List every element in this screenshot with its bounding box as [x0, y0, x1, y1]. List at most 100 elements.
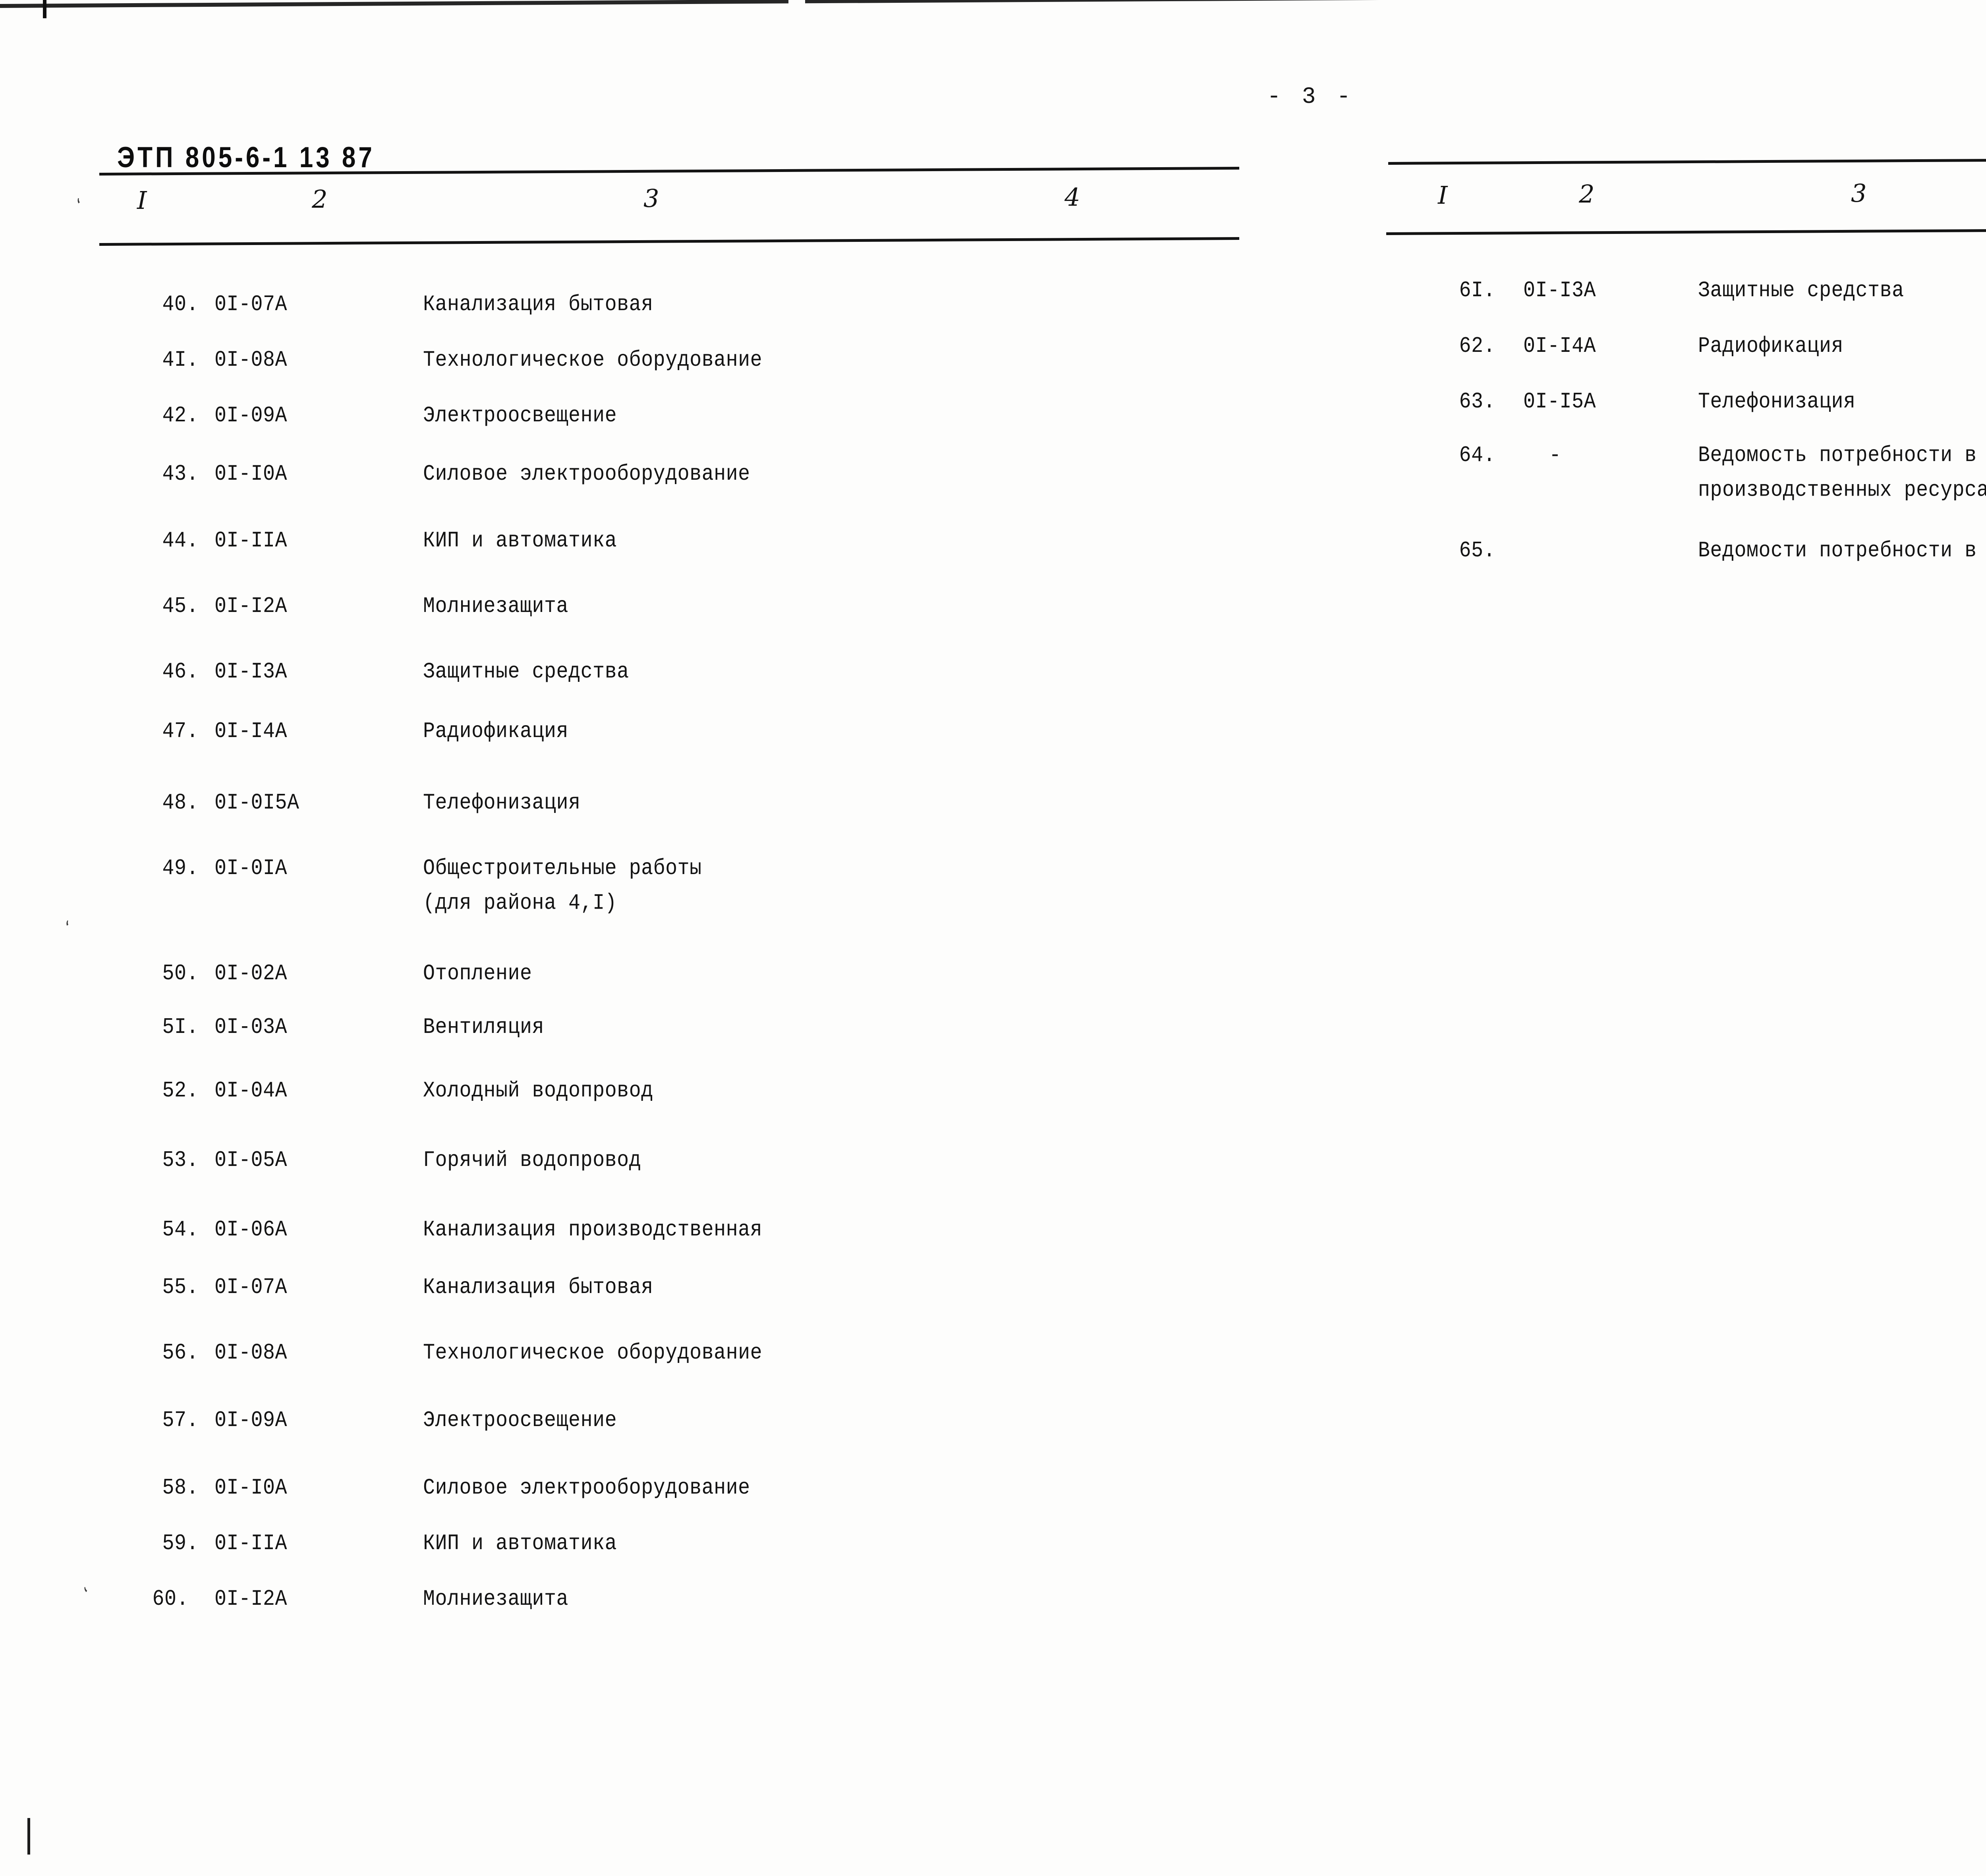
row-code: 0I-0I5A: [214, 790, 299, 816]
row-number: 57.: [162, 1408, 199, 1433]
row-code: 0I-I2A: [214, 594, 288, 619]
row-code: 0I-I3A: [214, 659, 288, 685]
row-number: 62.: [1459, 334, 1495, 359]
row-name: Молниезащита: [423, 594, 569, 619]
row-number: 55.: [162, 1275, 199, 1300]
row-code: 0I-08A: [214, 1340, 288, 1366]
left-col-header-3: 3: [643, 184, 659, 213]
row-code: 0I-03A: [214, 1015, 288, 1040]
row-name: Канализация производственная: [423, 1217, 763, 1243]
row-name: Ведомости потребности в материалах: [1698, 538, 1986, 564]
row-name: Канализация бытовая: [423, 1275, 653, 1300]
row-code: 0I-07A: [214, 292, 288, 317]
row-number: 60.: [152, 1586, 189, 1612]
row-number: 64.: [1459, 443, 1495, 468]
row-number: 5I.: [162, 1015, 199, 1040]
row-name: Защитные средства: [1698, 278, 1904, 303]
row-number: 40.: [162, 292, 199, 317]
left-col-header-1: I: [137, 186, 147, 215]
left-table-column-headers: I 2 3 4: [0, 0, 1271, 215]
row-code: 0I-I0A: [214, 1475, 288, 1501]
scan-tick-bottom: [27, 1818, 30, 1855]
row-code: 0I-04A: [214, 1078, 288, 1104]
row-code: 0I-09A: [214, 1408, 288, 1433]
row-name: Защитные средства: [423, 659, 629, 685]
row-name-line1: Ведомость потребности в: [1698, 443, 1977, 468]
document-code-header: ЭТП 805-6-1 13 87: [117, 141, 375, 174]
row-code: 0I-I0A: [214, 461, 288, 487]
row-code: 0I-05A: [214, 1148, 288, 1173]
row-number: 42.: [162, 403, 199, 428]
row-name: Отопление: [423, 961, 532, 986]
row-name: Общестроительные работы (для района 4,I): [423, 856, 702, 916]
row-code: 0I-09A: [214, 403, 288, 428]
row-number: 56.: [162, 1340, 199, 1366]
row-code: 0I-I4A: [214, 719, 288, 744]
row-name: Телефонизация: [423, 790, 581, 816]
row-number: 49.: [162, 856, 199, 881]
row-name: Электроосвещение: [423, 403, 617, 428]
row-name-line2: (для района 4,I): [423, 890, 617, 916]
row-name: Канализация бытовая: [423, 292, 653, 317]
row-code: -: [1549, 443, 1561, 468]
row-number: 58.: [162, 1475, 199, 1501]
right-col-header-3: 3: [1851, 179, 1867, 208]
right-table-header-rule: [1386, 227, 1986, 235]
row-number: 65.: [1459, 538, 1495, 564]
right-table-column-headers: I 2 3 4: [0, 0, 1866, 210]
row-name-line1: Общестроительные работы: [423, 856, 702, 881]
row-name: Вентиляция: [423, 1015, 545, 1040]
right-table-top-rule: [1388, 156, 1986, 165]
row-code: 0I-I2A: [214, 1586, 288, 1612]
scan-tick-top: [43, 0, 46, 18]
row-name: Радиофикация: [1698, 334, 1844, 359]
row-code: 0I-02A: [214, 961, 288, 986]
left-col-header-4: 4: [1064, 183, 1080, 212]
row-name: Ведомость потребности в производственных…: [1698, 443, 1986, 503]
row-number: 4I.: [162, 347, 199, 373]
left-table: I 2 3 4 40. 0I-07A Канализация бытовая 4…: [0, 0, 1271, 1612]
row-name: Технологическое оборудование: [423, 347, 763, 373]
row-code: 0I-0IA: [214, 856, 288, 881]
row-code: 0I-I3A: [1523, 278, 1596, 303]
row-number: 47.: [162, 719, 199, 744]
row-code: 0I-IIA: [214, 528, 288, 554]
row-number: 52.: [162, 1078, 199, 1104]
scan-edge-gap: [788, 0, 805, 10]
row-name: Молниезащита: [423, 1586, 569, 1612]
row-name: Радиофикация: [423, 719, 569, 744]
row-name: Холодный водопровод: [423, 1078, 653, 1104]
row-number: 53.: [162, 1148, 199, 1173]
row-name: Технологическое оборудование: [423, 1340, 763, 1366]
row-name-line2: производственных ресурсах: [1698, 477, 1986, 503]
row-code: 0I-08A: [214, 347, 288, 373]
row-number: 50.: [162, 961, 199, 986]
row-name: Телефонизация: [1698, 389, 1856, 415]
row-number: 63.: [1459, 389, 1495, 415]
right-table: I 2 3 4 6I. 0I-I3A Защитные средства 62.…: [0, 0, 1986, 874]
row-number: 59.: [162, 1531, 199, 1556]
right-col-header-1: I: [1438, 181, 1448, 210]
row-number: 46.: [162, 659, 199, 685]
row-number: 45.: [162, 594, 199, 619]
row-name: КИП и автоматика: [423, 528, 617, 554]
row-number: 54.: [162, 1217, 199, 1243]
right-col-header-2: 2: [1579, 179, 1595, 208]
row-code: 0I-I5A: [1523, 389, 1596, 415]
row-name: КИП и автоматика: [423, 1531, 617, 1556]
row-number: 6I.: [1459, 278, 1495, 303]
row-name: Силовое электрооборудование: [423, 461, 750, 487]
row-name: Электроосвещение: [423, 1408, 617, 1433]
left-col-header-2: 2: [312, 185, 328, 214]
row-number: 44.: [162, 528, 199, 554]
row-code: 0I-I4A: [1523, 334, 1596, 359]
row-name: Силовое электрооборудование: [423, 1475, 750, 1501]
row-code: 0I-IIA: [214, 1531, 288, 1556]
row-number: 43.: [162, 461, 199, 487]
row-code: 0I-06A: [214, 1217, 288, 1243]
row-code: 0I-07A: [214, 1275, 288, 1300]
row-name: Горячий водопровод: [423, 1148, 641, 1173]
page-number: - 3 -: [1267, 84, 1354, 110]
row-number: 48.: [162, 790, 199, 816]
